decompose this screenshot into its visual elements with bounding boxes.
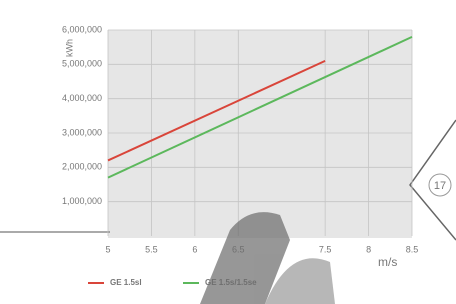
y-axis-label: kWh xyxy=(64,39,74,57)
y-tick-label: 6,000,000 xyxy=(62,24,102,34)
x-tick-label: 8 xyxy=(366,244,371,254)
page: kWh m/s 17 1,000,000 2,000,000 3,000,000 4,… xyxy=(0,0,456,304)
page-number: 17 xyxy=(434,180,446,192)
y-tick-label: 4,000,000 xyxy=(62,93,102,103)
y-tick-label: 1,000,000 xyxy=(62,196,102,206)
x-axis-label: m/s xyxy=(378,255,397,269)
y-tick-label: 2,000,000 xyxy=(62,162,102,172)
x-tick-label: 6 xyxy=(192,244,197,254)
x-tick-label: 5.5 xyxy=(145,244,158,254)
x-tick-label: 7.5 xyxy=(319,244,332,254)
x-tick-label: 5 xyxy=(105,244,110,254)
y-tick-label: 5,000,000 xyxy=(62,59,102,69)
y-tick-label: 3,000,000 xyxy=(62,127,102,137)
plot-background xyxy=(108,30,412,238)
x-tick-label: 8.5 xyxy=(406,244,419,254)
legend-label: GE 1.5sl xyxy=(110,278,142,287)
